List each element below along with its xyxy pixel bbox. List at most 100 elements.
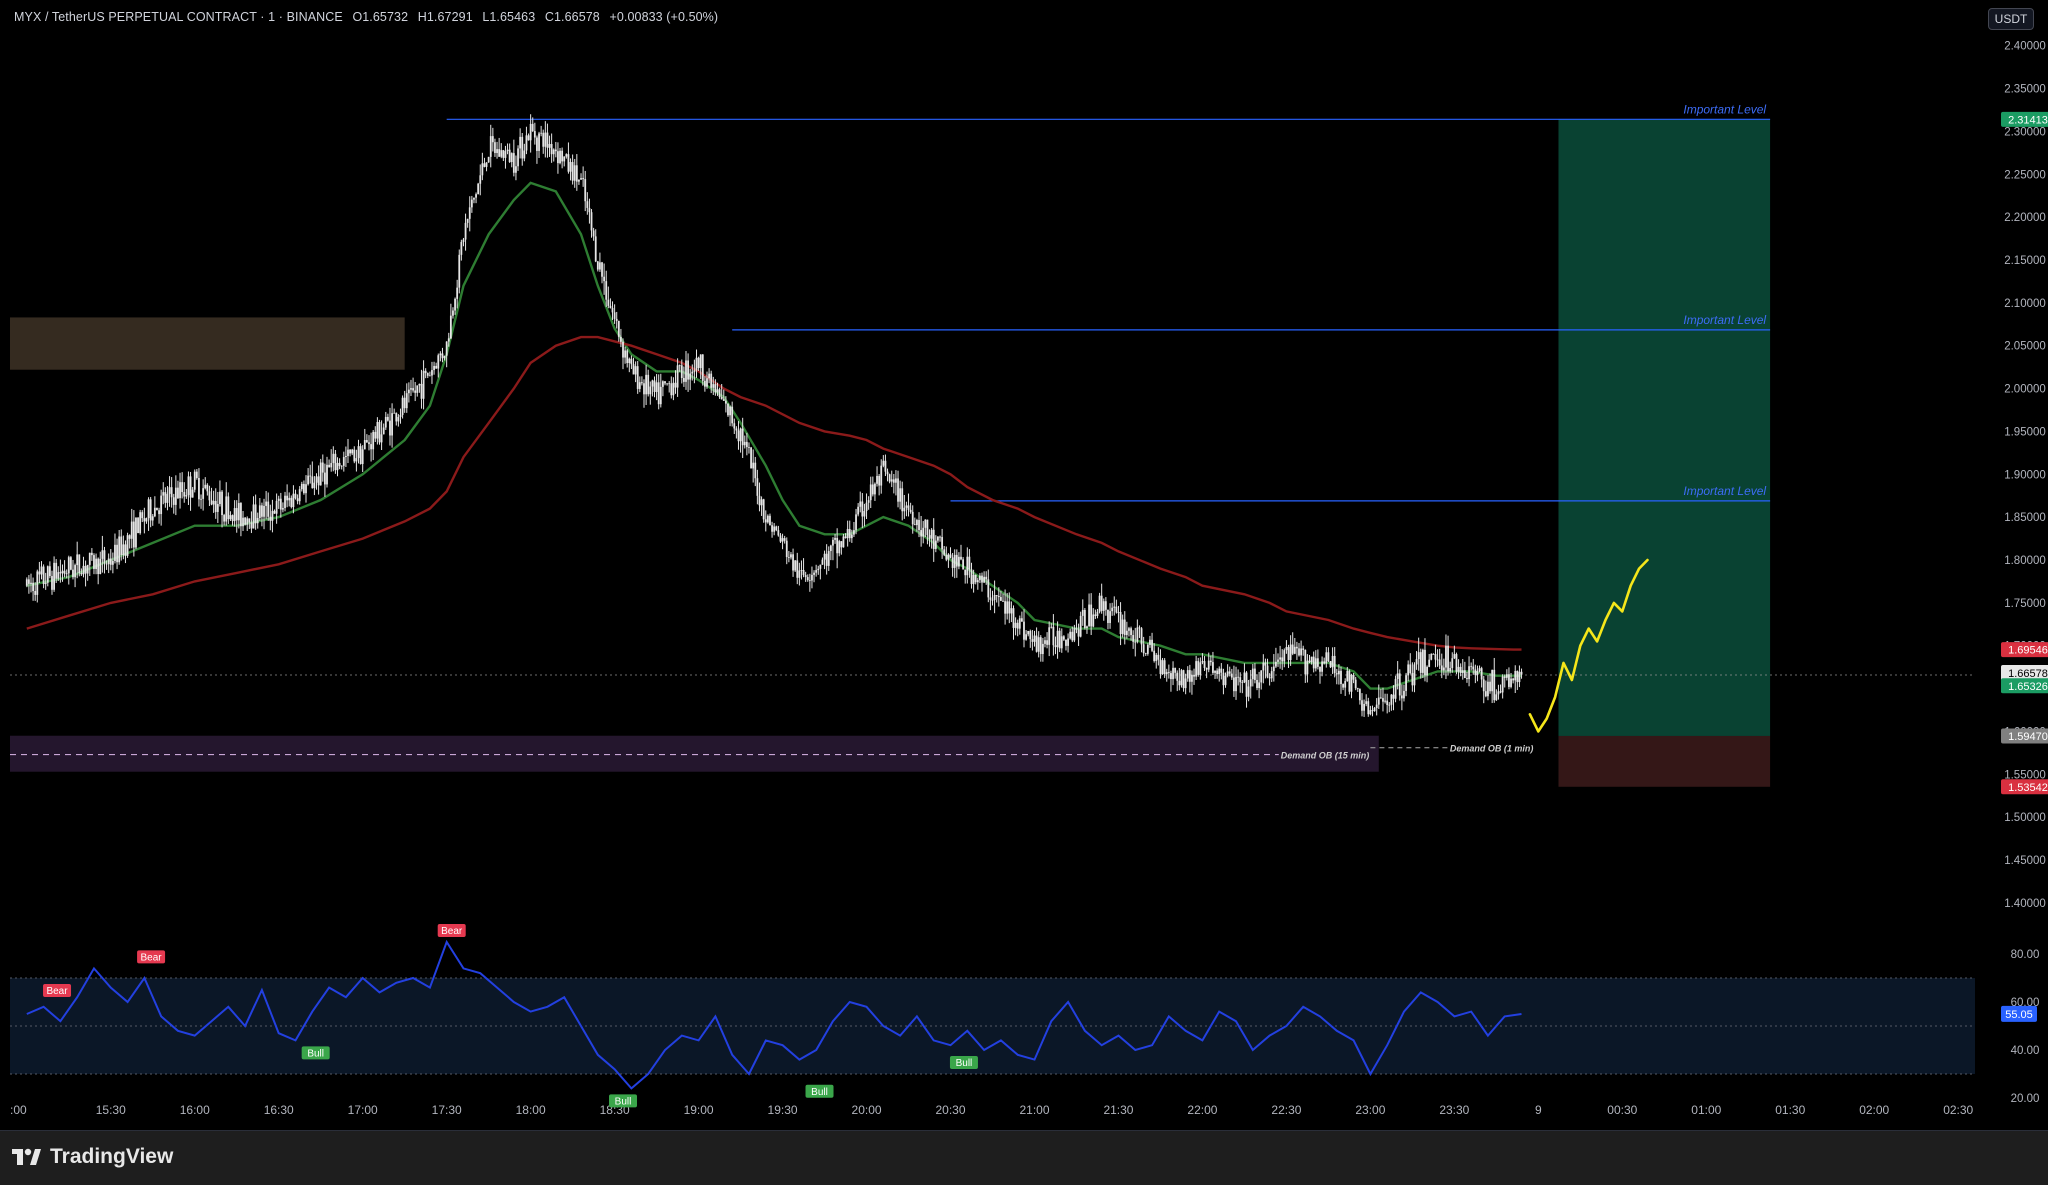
tradingview-logo[interactable]: TradingView <box>12 1145 173 1169</box>
candle-body <box>202 488 205 499</box>
candle-body <box>452 310 454 316</box>
candle-body <box>443 355 446 359</box>
candle-body <box>1178 680 1181 686</box>
price-axis-tick: 2.15000 <box>2004 255 2046 267</box>
candle-body <box>1039 637 1042 655</box>
candle-body <box>790 554 792 558</box>
candle-body <box>1300 648 1303 656</box>
candle-body <box>653 380 656 392</box>
candle-body <box>1342 684 1344 688</box>
candle-body <box>848 528 851 539</box>
supply-zone <box>10 317 405 370</box>
candle-body <box>244 517 247 525</box>
candle-body <box>1037 637 1040 652</box>
candle-body <box>227 496 230 520</box>
candle-body <box>691 371 694 374</box>
candle-body <box>1463 670 1466 679</box>
candle-body <box>1092 614 1095 627</box>
candle-body <box>284 495 286 509</box>
candle-body <box>1287 647 1290 661</box>
candle-body <box>309 475 312 477</box>
candle-body <box>1188 670 1191 682</box>
candle-body <box>290 497 293 508</box>
currency-button[interactable]: USDT <box>1988 8 2034 30</box>
time-axis-tick: 21:00 <box>1019 1103 1049 1117</box>
candle-body <box>458 254 461 288</box>
candle-body <box>1379 697 1382 699</box>
time-axis-tick: 17:00 <box>348 1103 378 1117</box>
candle-body <box>124 544 127 556</box>
candle-body <box>1457 666 1460 672</box>
candle-body <box>970 569 973 585</box>
candle-body <box>1386 700 1389 705</box>
candle-body <box>972 574 975 585</box>
bull-signal-label: Bull <box>307 1048 324 1059</box>
candle-body <box>542 132 545 147</box>
rsi-band <box>10 978 1975 1074</box>
candle-body <box>934 540 937 549</box>
candle-body <box>1495 694 1498 701</box>
candle-body <box>552 149 555 155</box>
candle-body <box>1123 619 1126 635</box>
candle-body <box>1029 630 1032 640</box>
candle-body <box>225 496 228 522</box>
candle-body <box>361 449 364 464</box>
candle-body <box>42 566 45 585</box>
candle-body <box>1497 691 1500 695</box>
candle-body <box>659 386 662 405</box>
candle-body <box>1249 679 1252 687</box>
candle-body <box>481 163 484 176</box>
symbol-title[interactable]: MYX / TetherUS PERPETUAL CONTRACT · 1 · … <box>14 10 343 24</box>
candle-body <box>30 582 32 584</box>
price-label-value: 1.53542 <box>2008 782 2048 794</box>
candle-body <box>806 577 809 581</box>
candle-body <box>834 537 836 540</box>
price-axis-tick: 1.75000 <box>2004 598 2046 610</box>
candle-body <box>1193 674 1195 677</box>
candle-body <box>689 373 692 380</box>
candle-body <box>960 556 962 560</box>
candle-body <box>546 132 549 148</box>
candle-body <box>703 380 706 387</box>
candles-group <box>25 114 1523 717</box>
candle-body <box>485 162 488 167</box>
price-axis-tick: 2.00000 <box>2004 384 2046 396</box>
candle-body <box>1285 647 1288 651</box>
candle-body <box>1333 655 1336 674</box>
candle-body <box>777 530 780 536</box>
candle-body <box>1491 669 1494 692</box>
candle-body <box>1075 628 1078 630</box>
candle-body <box>1176 672 1179 681</box>
chart-canvas[interactable]: Demand OB (15 min) Demand OB (1 min) Impor… <box>0 0 2048 1130</box>
candle-body <box>714 384 717 393</box>
candle-body <box>968 556 971 570</box>
candle-body <box>580 178 582 180</box>
candle-body <box>1224 675 1227 686</box>
candle-body <box>248 518 251 523</box>
candle-body <box>189 476 192 498</box>
candle-body <box>206 484 209 492</box>
time-axis-tick: 21:30 <box>1103 1103 1133 1117</box>
bull-signal-tag <box>949 1056 978 1069</box>
candle-body <box>479 175 482 184</box>
candle-body <box>571 162 574 181</box>
candle-body <box>1109 611 1111 623</box>
candle-body <box>191 489 194 498</box>
candle-body <box>1470 666 1473 668</box>
candle-body <box>90 552 93 556</box>
candle-body <box>1027 630 1030 635</box>
candle-body <box>130 521 133 539</box>
candle-body <box>601 262 603 277</box>
candle-body <box>536 137 538 151</box>
candle-body <box>657 382 660 405</box>
candle-body <box>827 551 830 566</box>
bull-signal-tag <box>301 1046 330 1060</box>
candle-body <box>36 571 39 595</box>
candle-body <box>376 422 379 439</box>
candle-body <box>540 132 543 134</box>
candle-body <box>315 476 318 483</box>
candle-body <box>909 509 912 512</box>
chart-area[interactable]: Demand OB (15 min) Demand OB (1 min) Impor… <box>0 0 2048 1130</box>
candle-body <box>116 544 118 563</box>
candle-body <box>67 557 70 574</box>
